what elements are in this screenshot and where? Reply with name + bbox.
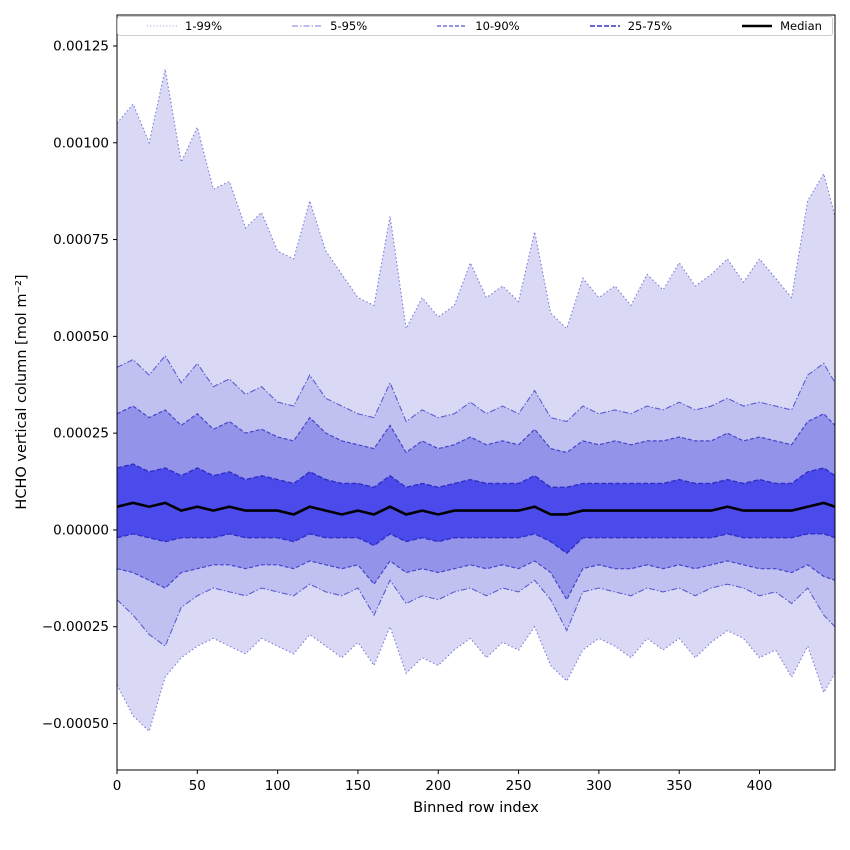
legend-sample-1-99-icon bbox=[147, 25, 177, 27]
y-tick-label: 0.00100 bbox=[53, 135, 109, 151]
x-tick-label: 400 bbox=[747, 778, 773, 794]
y-tick-label: 0.00050 bbox=[53, 329, 109, 345]
percentile-line-p1 bbox=[116, 625, 836, 733]
percentile-line-p5 bbox=[116, 579, 836, 647]
y-tick-label: −0.00050 bbox=[42, 716, 109, 732]
x-tick-label: 100 bbox=[265, 778, 291, 794]
y-tick-label: 0.00075 bbox=[53, 232, 109, 248]
legend-item-median: Median bbox=[741, 19, 822, 33]
percentile-line-p95 bbox=[116, 354, 836, 423]
legend-label: 5-95% bbox=[330, 19, 368, 33]
x-tick-label: 50 bbox=[189, 778, 206, 794]
x-tick-label: 150 bbox=[345, 778, 371, 794]
x-tick-label: 300 bbox=[586, 778, 612, 794]
x-tick-label: 0 bbox=[113, 778, 122, 794]
y-tick-label: 0.00025 bbox=[53, 426, 109, 442]
legend-label: Median bbox=[780, 19, 822, 33]
percentile-line-p90 bbox=[116, 405, 836, 454]
x-tick-label: 350 bbox=[666, 778, 692, 794]
legend: 1-99% 5-95% 10-90% 25-75% Median bbox=[117, 16, 833, 36]
legend-sample-5-95-icon bbox=[292, 25, 323, 27]
x-axis-label: Binned row index bbox=[413, 800, 539, 816]
legend-sample-25-75-icon bbox=[589, 25, 620, 27]
legend-item-10-90: 10-90% bbox=[436, 19, 520, 33]
percentile-line-p25 bbox=[116, 533, 836, 555]
x-tick-label: 200 bbox=[425, 778, 451, 794]
x-tick-label: 250 bbox=[506, 778, 532, 794]
percentile-line-p75 bbox=[116, 463, 836, 489]
y-tick-label: 0.00125 bbox=[53, 38, 109, 54]
median-line bbox=[116, 501, 836, 516]
legend-sample-median-icon bbox=[742, 24, 773, 28]
axes-frame bbox=[116, 14, 836, 771]
legend-item-5-95: 5-95% bbox=[291, 19, 367, 33]
y-axis-label: HCHO vertical column [mol m⁻²] bbox=[14, 274, 30, 510]
percentile-line-p10 bbox=[116, 560, 836, 601]
legend-item-1-99: 1-99% bbox=[146, 19, 222, 33]
legend-label: 25-75% bbox=[627, 19, 673, 33]
percentile-line-p99 bbox=[116, 69, 836, 331]
legend-label: 10-90% bbox=[475, 19, 520, 33]
y-tick-label: −0.00025 bbox=[42, 619, 109, 635]
band-25-75 bbox=[117, 464, 835, 554]
legend-label: 1-99% bbox=[185, 19, 223, 33]
legend-sample-10-90-icon bbox=[437, 25, 468, 27]
y-tick-label: 0.00000 bbox=[53, 522, 109, 538]
legend-item-25-75: 25-75% bbox=[589, 19, 672, 33]
